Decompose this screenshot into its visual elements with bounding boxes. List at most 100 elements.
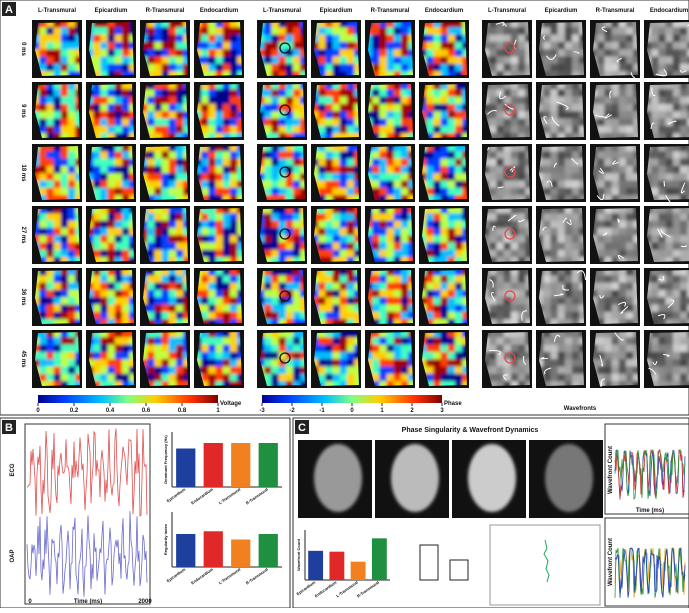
heat-cell bbox=[39, 332, 48, 338]
column-header: Epicardium bbox=[95, 8, 128, 14]
heat-cell bbox=[147, 381, 156, 386]
heat-cell bbox=[604, 133, 613, 138]
heat-cell bbox=[68, 173, 76, 182]
heat-cell bbox=[300, 103, 305, 112]
heat-cell bbox=[201, 63, 210, 72]
heat-cell bbox=[433, 63, 442, 72]
heat-cell bbox=[550, 187, 559, 196]
heat-cell bbox=[604, 289, 613, 298]
heat-cell bbox=[525, 235, 530, 244]
heat-cell bbox=[100, 118, 109, 127]
heat-cell bbox=[75, 220, 80, 229]
heat-cell bbox=[230, 297, 238, 306]
heat-cell bbox=[557, 146, 566, 152]
heat-cell bbox=[53, 187, 62, 196]
heat-cell bbox=[408, 22, 413, 28]
heat-cell bbox=[496, 275, 505, 284]
heat-cell bbox=[197, 49, 202, 58]
heat-cell bbox=[543, 195, 552, 200]
heat-cell bbox=[408, 71, 413, 76]
heat-cell bbox=[680, 56, 688, 65]
heat-cell bbox=[339, 249, 348, 258]
heat-cell bbox=[332, 373, 341, 382]
heat-cell bbox=[293, 151, 301, 160]
heat-cell bbox=[489, 165, 498, 174]
heat-cell bbox=[300, 180, 305, 189]
heatmap bbox=[89, 332, 134, 386]
heat-cell bbox=[332, 56, 341, 65]
heat-cell bbox=[122, 111, 130, 120]
heat-cell bbox=[604, 304, 613, 313]
heat-cell bbox=[230, 56, 238, 65]
heat-cell bbox=[518, 304, 526, 313]
heat-cell bbox=[318, 187, 327, 196]
heat-cell bbox=[651, 146, 660, 152]
heat-cell bbox=[293, 304, 301, 313]
heat-cell bbox=[278, 381, 287, 386]
heat-cell bbox=[489, 27, 498, 36]
heat-cell bbox=[129, 270, 134, 276]
heat-cell bbox=[325, 165, 334, 174]
heat-cell bbox=[611, 257, 620, 262]
heat-cell bbox=[503, 381, 512, 386]
heat-cell bbox=[222, 111, 231, 120]
heat-cell bbox=[489, 71, 498, 76]
heat-cell bbox=[518, 332, 526, 338]
heat-cell bbox=[665, 304, 674, 313]
heat-cell bbox=[550, 249, 559, 258]
heat-cell bbox=[89, 27, 94, 36]
heat-cell bbox=[354, 275, 359, 284]
heat-cell bbox=[687, 89, 689, 98]
heat-cell bbox=[161, 227, 170, 236]
heat-cell bbox=[278, 235, 287, 244]
heat-cell bbox=[332, 195, 341, 200]
heat-cell bbox=[122, 158, 130, 167]
heat-cell bbox=[354, 249, 359, 258]
heat-cell bbox=[633, 133, 638, 138]
heat-cell bbox=[176, 195, 184, 200]
heat-cell bbox=[572, 34, 580, 43]
heat-cell bbox=[230, 49, 238, 58]
heat-cell bbox=[426, 270, 435, 276]
heat-cell bbox=[325, 359, 334, 368]
heat-cell bbox=[53, 235, 62, 244]
bar bbox=[203, 443, 223, 487]
heat-cell bbox=[75, 213, 80, 222]
heat-cell bbox=[518, 359, 526, 368]
heat-cell bbox=[300, 158, 305, 167]
row-label: 36 ms bbox=[20, 288, 26, 306]
heat-cell bbox=[230, 249, 238, 258]
heat-cell bbox=[208, 173, 217, 182]
heat-cell bbox=[168, 125, 177, 134]
heat-cell bbox=[208, 366, 217, 375]
heat-cell bbox=[46, 297, 55, 306]
heat-cell bbox=[618, 289, 627, 298]
heat-cell bbox=[564, 111, 573, 120]
heat-cell bbox=[314, 41, 319, 50]
heat-cell bbox=[161, 242, 170, 251]
heat-cell bbox=[285, 151, 294, 160]
heat-cell bbox=[604, 180, 613, 189]
heat-cell bbox=[518, 34, 526, 43]
heat-cell bbox=[114, 227, 123, 236]
column-header: L-Transmural bbox=[263, 8, 301, 14]
heat-cell bbox=[564, 71, 573, 76]
heat-cell bbox=[325, 257, 334, 262]
heat-cell bbox=[53, 297, 62, 306]
heat-cell bbox=[201, 227, 210, 236]
heat-cell bbox=[100, 311, 109, 320]
heat-cell bbox=[60, 275, 69, 284]
heat-cell bbox=[440, 332, 449, 338]
heat-cell bbox=[579, 96, 584, 105]
heat-cell bbox=[611, 282, 620, 291]
wavefront bbox=[487, 110, 497, 115]
heat-cell bbox=[604, 125, 613, 134]
heat-cell bbox=[604, 332, 613, 338]
heat-cell bbox=[75, 49, 80, 58]
heat-cell bbox=[408, 195, 413, 200]
heat-cell bbox=[433, 49, 442, 58]
heat-cell bbox=[557, 125, 566, 134]
heat-cell bbox=[325, 111, 334, 120]
heat-cell bbox=[557, 242, 566, 251]
heat-cell bbox=[680, 151, 688, 160]
